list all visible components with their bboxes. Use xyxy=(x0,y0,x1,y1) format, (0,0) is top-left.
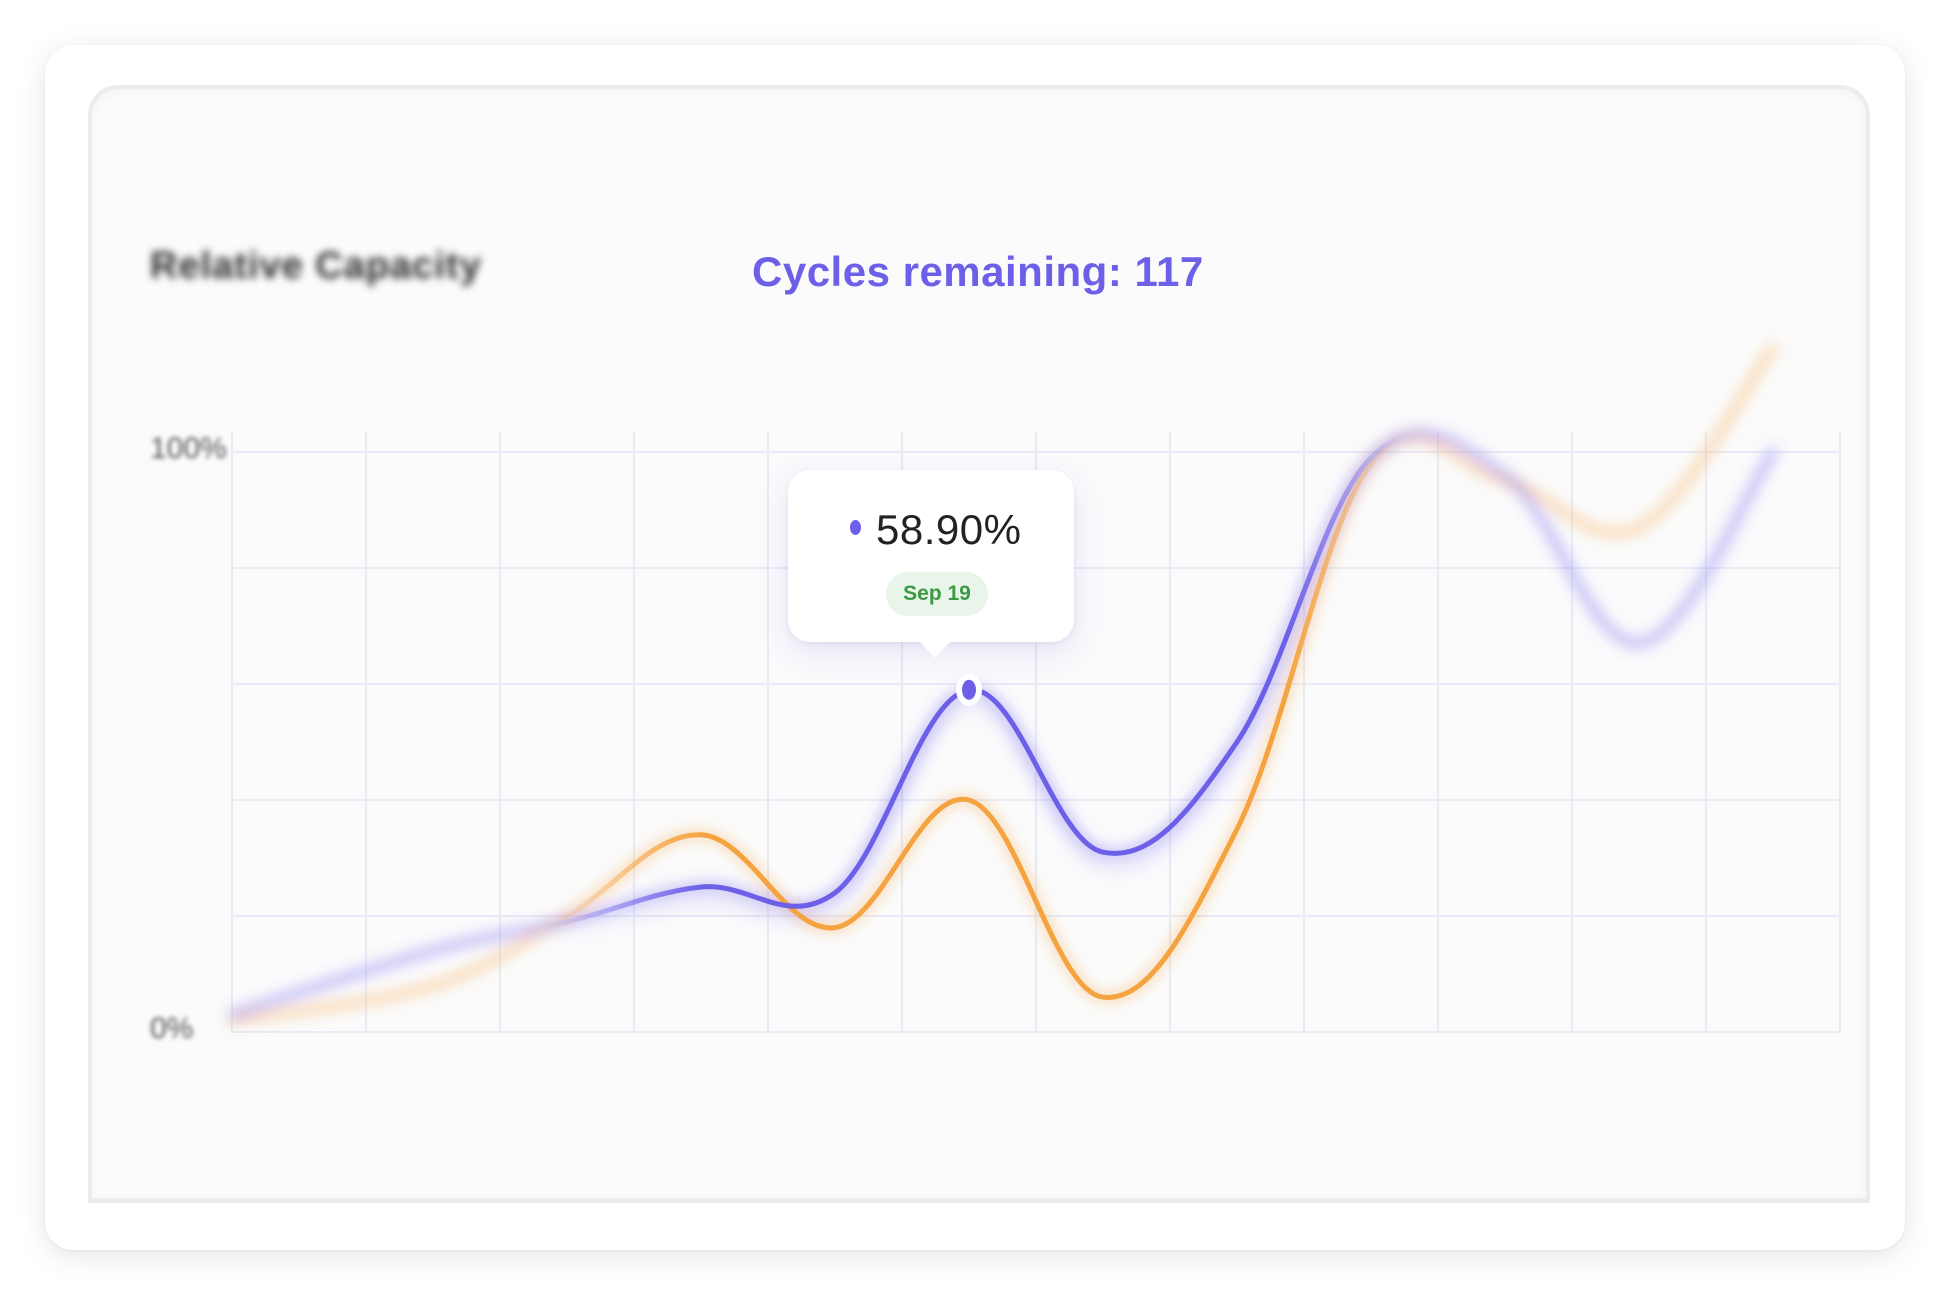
y-tick-100: 100% xyxy=(150,432,227,465)
series-lines-shadow xyxy=(230,443,1777,1033)
highlight-point xyxy=(962,679,976,700)
tooltip-series-dot xyxy=(850,520,861,535)
tooltip: 58.90% Sep 19 xyxy=(788,470,1074,658)
series-lines-sharp xyxy=(229,345,1776,1023)
y-tick-0: 0% xyxy=(150,1012,194,1045)
chart-title: Relative Capacity xyxy=(150,245,482,287)
series-line-shadow xyxy=(230,443,1777,1033)
series-line xyxy=(229,430,1776,1018)
cycles-remaining-label: Cycles remaining: 117 xyxy=(752,248,1204,295)
tooltip-date-badge: Sep 19 xyxy=(886,572,988,616)
markers xyxy=(956,673,982,706)
tooltip-value: 58.90% xyxy=(876,506,1022,553)
